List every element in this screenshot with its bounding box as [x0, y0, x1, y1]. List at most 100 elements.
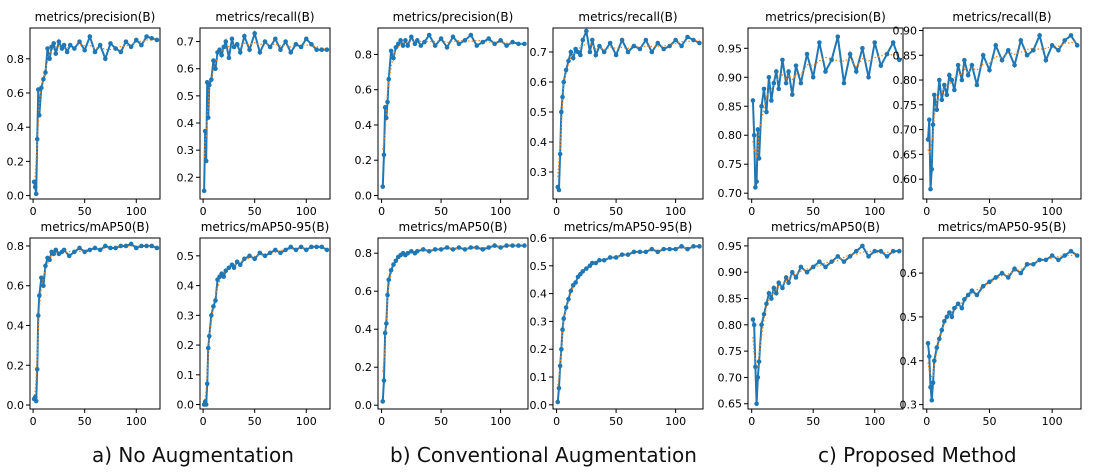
data-point: [221, 44, 227, 50]
data-point: [1018, 270, 1024, 276]
data-point: [444, 45, 450, 50]
data-point: [980, 283, 986, 289]
chart-panel-4: metrics/precision(B) 0 50 100 0.0 0.2 0.4 0.6 0.…: [355, 10, 529, 218]
data-point: [691, 37, 696, 43]
data-point: [36, 112, 42, 118]
data-point: [661, 46, 667, 52]
data-point: [53, 51, 59, 56]
y-tick-label: 0.90: [893, 24, 918, 37]
data-point: [1074, 43, 1080, 48]
data-point: [77, 245, 82, 251]
data-point: [247, 253, 252, 259]
chart-title: metrics/mAP50(B): [771, 220, 880, 234]
data-point: [231, 44, 237, 50]
data-point: [262, 39, 268, 44]
data-point: [934, 107, 940, 113]
data-point: [257, 250, 263, 256]
data-point: [61, 42, 67, 48]
data-point: [643, 37, 649, 43]
data-point: [773, 69, 779, 74]
plot-data: [925, 248, 1080, 403]
caption-proposed-method: c) Proposed Method: [818, 443, 1017, 467]
data-point: [563, 67, 569, 73]
data-point: [403, 38, 408, 43]
x-tick-label: 50: [434, 205, 448, 218]
data-point: [926, 354, 932, 359]
data-point: [829, 57, 834, 63]
data-point: [952, 305, 957, 311]
data-point: [278, 47, 283, 53]
data-point: [405, 43, 411, 48]
data-point: [87, 247, 93, 253]
data-point: [1005, 48, 1011, 53]
data-point: [385, 99, 390, 105]
y-tick-label: 0.4: [7, 319, 25, 332]
y-tick-label: 0.65: [718, 398, 743, 411]
smooth-line: [752, 250, 900, 368]
y-tick-label: 0.6: [530, 232, 548, 245]
data-point: [144, 243, 149, 249]
data-point: [480, 39, 486, 45]
data-point: [783, 275, 789, 280]
chart-panel-2: metrics/mAP50(B) 0 50 100 0.0 0.2 0.4 0.6 0.8: [7, 220, 161, 428]
data-point: [691, 244, 696, 249]
data-point: [942, 319, 947, 324]
data-point: [601, 257, 607, 263]
data-point: [1074, 253, 1080, 258]
x-tick-label: 50: [78, 205, 92, 218]
data-point: [309, 244, 314, 250]
data-point: [999, 270, 1005, 276]
data-point: [1056, 257, 1061, 263]
data-point: [391, 55, 396, 61]
y-tick-label: 0.5: [530, 260, 548, 273]
data-point: [414, 249, 420, 254]
data-point: [209, 77, 214, 82]
caption-conventional-augmentation: b) Conventional Augmentation: [390, 443, 697, 467]
data-point: [39, 275, 44, 281]
data-point: [754, 179, 759, 184]
chart-title: metrics/precision(B): [393, 10, 514, 24]
data-point: [118, 49, 124, 55]
smooth-line: [33, 245, 157, 400]
data-point: [823, 69, 828, 74]
y-tick-label: 0.5: [177, 250, 195, 263]
data-point: [32, 394, 38, 400]
chart-panel-11: metrics/mAP50-95(B) 0 50 100 0.3 0.4 0.5 0.6: [900, 220, 1082, 428]
plot-frame: [552, 27, 704, 200]
chart-title: metrics/precision(B): [35, 10, 156, 24]
x-tick-label: 50: [982, 415, 996, 428]
data-point: [613, 52, 619, 58]
chart-panel-5: metrics/recall(B) 0 50 100 0.3 0.4 0.5 0.6 0.7: [530, 10, 704, 218]
y-tick-label: 0.4: [530, 288, 548, 301]
data-point: [456, 41, 462, 47]
y-tick-label: 0.2: [355, 154, 373, 167]
data-point: [570, 55, 576, 61]
y-tick-label: 0.7: [177, 36, 195, 49]
data-point: [560, 327, 565, 333]
data-point: [206, 333, 212, 339]
x-tick-label: 0: [200, 205, 207, 218]
data-point: [771, 285, 777, 291]
chart-title: metrics/mAP50(B): [399, 220, 508, 234]
data-point: [381, 152, 387, 158]
data-point: [580, 269, 586, 274]
data-point: [751, 322, 757, 328]
data-point: [231, 265, 237, 271]
y-tick-label: 0.0: [355, 189, 373, 202]
smooth-line: [203, 41, 328, 162]
chart-panel-0: metrics/precision(B) 0 50 100 0.0 0.2 0.4 0.6 0.…: [7, 10, 161, 218]
data-point: [755, 127, 761, 132]
data-point: [298, 244, 304, 250]
data-point: [561, 79, 567, 85]
data-point: [108, 41, 113, 46]
data-point: [593, 260, 599, 266]
plot-data: [555, 28, 702, 193]
data-point: [303, 36, 309, 42]
data-point: [203, 402, 209, 407]
data-point: [613, 255, 619, 260]
y-tick-label: 0.3: [530, 166, 548, 179]
series-line: [33, 242, 158, 402]
data-point: [1005, 275, 1011, 280]
data-point: [34, 136, 40, 142]
smooth-line: [33, 37, 158, 188]
